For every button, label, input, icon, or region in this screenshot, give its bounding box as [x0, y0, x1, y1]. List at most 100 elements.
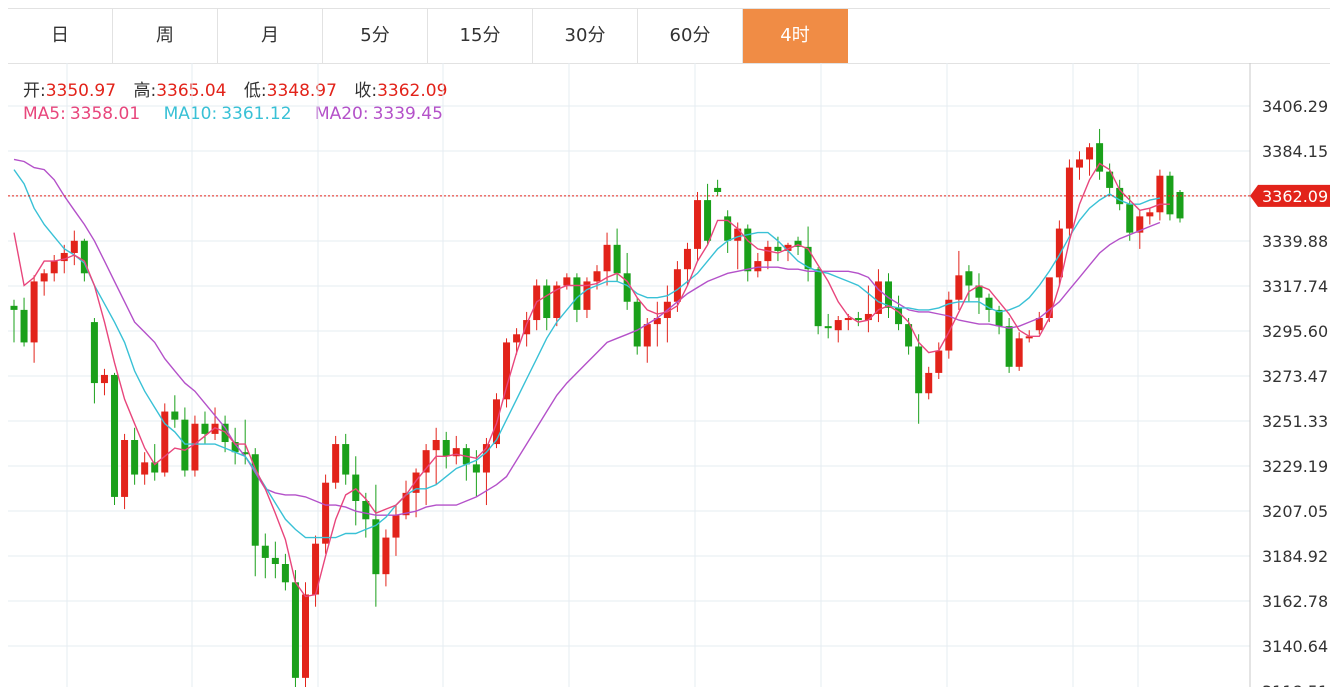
- candle-body: [422, 450, 430, 473]
- candle-body: [482, 444, 490, 473]
- candle-body: [372, 519, 380, 575]
- candle-body: [322, 482, 330, 544]
- candle-body: [965, 271, 973, 286]
- candle-body: [553, 285, 561, 319]
- ma20-label: MA20:: [314, 104, 369, 124]
- candle-body: [60, 252, 68, 262]
- candle-body: [211, 423, 219, 434]
- candle-body: [352, 474, 360, 501]
- tab-6[interactable]: 60分: [638, 9, 743, 63]
- candlestick-chart[interactable]: 3406.293384.153362.013339.883317.743295.…: [0, 63, 1330, 687]
- candle-body: [1176, 191, 1184, 219]
- candle-body: [1025, 336, 1033, 339]
- candle-body: [332, 444, 340, 483]
- candle-body: [673, 269, 681, 302]
- candle-body: [925, 372, 933, 394]
- candle-body: [503, 342, 511, 400]
- candle-body: [442, 439, 450, 457]
- candle-body: [764, 246, 772, 262]
- candle-body: [201, 423, 209, 434]
- close-label: 收:: [354, 81, 378, 101]
- candle-body: [885, 281, 892, 308]
- candle-body: [362, 500, 370, 520]
- ma5-value: 3358.01: [69, 104, 141, 124]
- tab-2[interactable]: 月: [218, 9, 323, 63]
- candle-body: [623, 273, 631, 302]
- candle-body: [181, 419, 189, 471]
- candle-body: [412, 472, 420, 493]
- candle-body: [683, 248, 691, 270]
- candle-body: [633, 301, 641, 347]
- candle-body: [583, 281, 591, 310]
- candle-body: [191, 423, 199, 471]
- candle-body: [714, 187, 722, 192]
- close-value: 3362.09: [377, 81, 448, 101]
- tab-7[interactable]: 4时: [743, 9, 848, 63]
- candle-body: [854, 318, 862, 321]
- low-value: 3348.97: [266, 81, 337, 101]
- period-tabs: 日周月 5分 15分 30分 60分 4时: [8, 8, 1330, 64]
- candle-body: [291, 582, 299, 678]
- ohlc-readout: 开:3350.97 高:3365.04 低:3348.97 收:3362.09: [23, 76, 459, 101]
- candle-body: [915, 346, 923, 394]
- ma5-label: MA5:: [23, 104, 66, 124]
- candle-body: [1005, 326, 1013, 367]
- candle-body: [251, 454, 259, 546]
- y-tick-label: 3273.47: [1262, 367, 1328, 386]
- y-tick-label: 3162.78: [1262, 592, 1328, 611]
- candle-body: [1146, 212, 1154, 217]
- candle-body: [271, 557, 279, 565]
- tab-5[interactable]: 30分: [533, 9, 638, 63]
- current-price-tag: [1250, 184, 1330, 207]
- y-tick-label: 3229.19: [1262, 457, 1328, 476]
- low-label: 低:: [243, 81, 267, 101]
- tab-3[interactable]: 5分: [323, 9, 428, 63]
- current-price-label: 3362.09: [1262, 187, 1328, 206]
- candle-body: [70, 240, 78, 253]
- tab-4[interactable]: 15分: [428, 9, 533, 63]
- candle-body: [1055, 228, 1063, 278]
- candle-body: [774, 246, 782, 251]
- candle-body: [513, 334, 521, 343]
- candle-body: [261, 545, 269, 558]
- candle-body: [523, 320, 531, 335]
- candle-body: [573, 277, 581, 310]
- tab-1[interactable]: 周: [113, 9, 218, 63]
- ma20-line: [13, 158, 1161, 516]
- candle-body: [1045, 277, 1053, 319]
- candle-body: [402, 492, 410, 516]
- candle-body: [10, 305, 18, 310]
- candle-body: [121, 439, 129, 497]
- candle-body: [111, 374, 119, 497]
- candle-body: [1116, 187, 1124, 205]
- candle-body: [975, 285, 983, 298]
- candle-body: [20, 309, 28, 343]
- candle-body: [141, 462, 149, 475]
- candle-body: [844, 318, 852, 321]
- candle-body: [784, 244, 792, 251]
- candle-body: [1106, 171, 1114, 188]
- candle-body: [90, 322, 98, 384]
- tab-0[interactable]: 日: [8, 9, 113, 63]
- high-value: 3365.04: [156, 81, 227, 101]
- y-tick-label: 3251.33: [1262, 412, 1328, 431]
- candle-body: [643, 324, 651, 347]
- ma5-line: [13, 162, 1170, 598]
- candle-body: [1126, 204, 1134, 233]
- ma-readout: MA5: 3358.01 MA10: 3361.12 MA20: 3339.45: [23, 104, 447, 124]
- candle-body: [613, 244, 621, 274]
- candle-body: [30, 281, 38, 343]
- candle-body: [100, 374, 108, 384]
- candle-body: [161, 411, 169, 473]
- high-label: 高:: [133, 81, 157, 101]
- y-tick-label: 3384.15: [1262, 142, 1328, 161]
- ma20-value: 3339.45: [372, 104, 443, 124]
- candle-body: [241, 452, 249, 455]
- candle-body: [814, 269, 822, 327]
- candle-body: [452, 448, 460, 457]
- candle-body: [171, 411, 179, 420]
- candle-body: [834, 320, 842, 331]
- candle-body: [342, 444, 350, 475]
- y-tick-label: 3317.74: [1262, 277, 1328, 296]
- y-tick-label: 3118.51: [1262, 682, 1328, 687]
